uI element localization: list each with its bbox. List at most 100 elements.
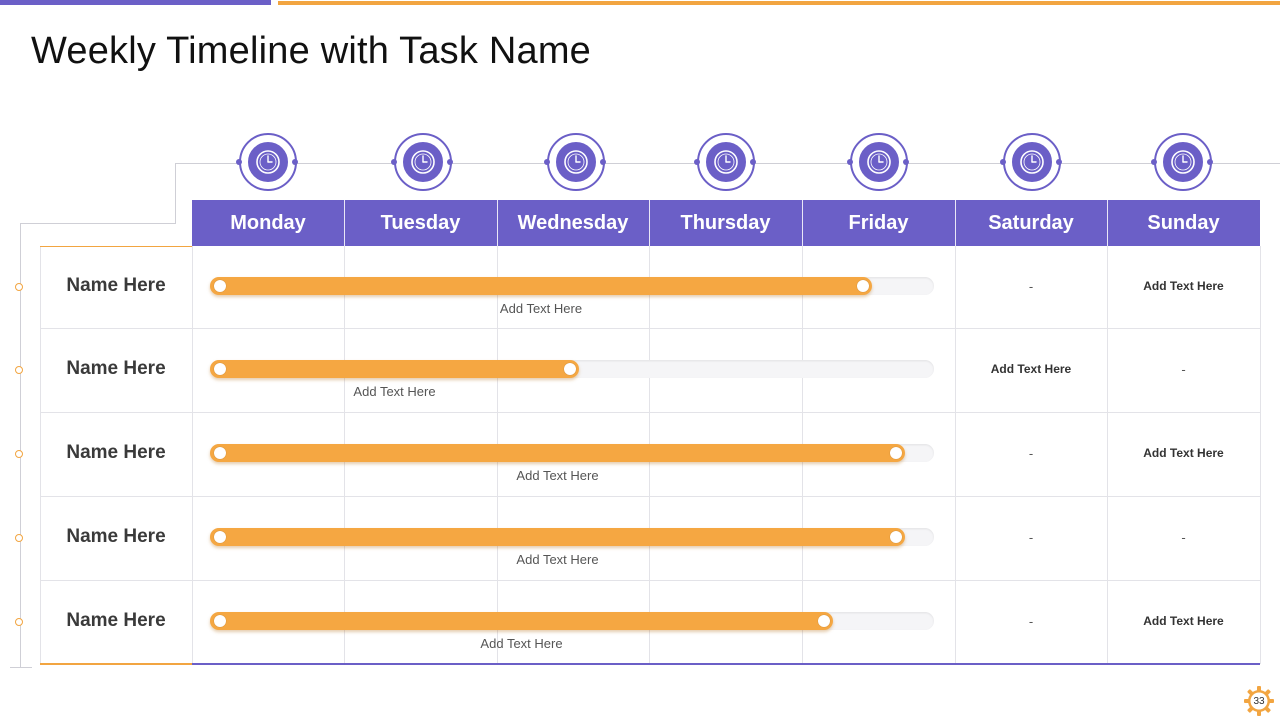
progress-end-knob[interactable]: [890, 531, 902, 543]
connector-dot: [847, 159, 853, 165]
progress-fill: [210, 612, 833, 630]
day-header-saturday: Saturday: [988, 211, 1074, 234]
connector-dot: [600, 159, 606, 165]
connector-dot: [292, 159, 298, 165]
progress-start-knob[interactable]: [214, 363, 226, 375]
sunday-cell-text: Add Text Here: [1143, 446, 1224, 460]
row-divider: [40, 496, 1260, 497]
clock-icon: [1151, 133, 1213, 191]
timeline-connector-foot: [10, 667, 32, 668]
task-bar-label: Add Text Here: [480, 636, 563, 651]
saturday-cell-text: -: [1028, 446, 1034, 461]
row-marker-dot: [15, 534, 23, 542]
day-header-monday: Monday: [230, 211, 306, 234]
clock-icon: [694, 133, 756, 191]
column-divider: [1107, 246, 1108, 664]
clock-icon: [1000, 133, 1062, 191]
task-name: Name Here: [66, 610, 166, 631]
row-divider: [40, 328, 1260, 329]
progress-end-knob[interactable]: [857, 280, 869, 292]
row-marker-dot: [15, 450, 23, 458]
progress-start-knob[interactable]: [214, 280, 226, 292]
column-divider: [40, 246, 41, 664]
top-accent-bar-orange: [278, 1, 1280, 5]
row-divider: [40, 412, 1260, 413]
top-accent-bar-purple: [0, 0, 271, 5]
gear-icon: [1244, 686, 1274, 716]
connector-dot: [447, 159, 453, 165]
task-name: Name Here: [66, 275, 166, 296]
sunday-cell-text: Add Text Here: [1143, 279, 1224, 293]
day-header-thursday: Thursday: [680, 211, 771, 234]
progress-track: [210, 444, 934, 462]
day-header-divider: [802, 200, 803, 246]
timeline-connector-mid: [20, 223, 176, 224]
clock-icon: [544, 133, 606, 191]
column-divider: [955, 246, 956, 664]
day-header-divider: [344, 200, 345, 246]
progress-track: [210, 528, 934, 546]
table-bottom-border: [192, 663, 1260, 665]
connector-dot: [391, 159, 397, 165]
day-header-sunday: Sunday: [1147, 211, 1220, 234]
timeline-connector-side: [20, 223, 21, 667]
progress-fill: [210, 528, 905, 546]
saturday-cell-text: -: [1028, 279, 1034, 294]
connector-dot: [750, 159, 756, 165]
task-bar-label: Add Text Here: [499, 301, 583, 316]
progress-end-knob[interactable]: [818, 615, 830, 627]
day-header-divider: [497, 200, 498, 246]
clock-icon-face: [858, 141, 900, 183]
clock-icon: [847, 133, 909, 191]
saturday-cell-text: Add Text Here: [990, 362, 1072, 376]
day-header-row: [192, 200, 1260, 246]
saturday-cell-text: -: [1028, 530, 1034, 545]
clock-icon-face: [247, 141, 289, 183]
sunday-cell-text: -: [1181, 530, 1186, 545]
progress-fill: [210, 444, 905, 462]
name-column-bottom-border: [40, 663, 192, 665]
clock-icon-face: [705, 141, 747, 183]
task-bar-label: Add Text Here: [516, 552, 599, 567]
saturday-cell-text: -: [1028, 614, 1034, 629]
task-name: Name Here: [66, 358, 166, 379]
progress-end-knob[interactable]: [564, 363, 576, 375]
progress-end-knob[interactable]: [890, 447, 902, 459]
task-bar-label: Add Text Here: [353, 384, 436, 399]
task-name: Name Here: [66, 526, 166, 547]
progress-start-knob[interactable]: [214, 447, 226, 459]
connector-dot: [903, 159, 909, 165]
clock-icon: [236, 133, 298, 191]
connector-dot: [544, 159, 550, 165]
day-header-divider: [955, 200, 956, 246]
page-title: Weekly Timeline with Task Name: [31, 30, 592, 72]
column-divider: [192, 246, 193, 664]
clock-icon-face: [402, 141, 444, 183]
progress-fill: [210, 277, 872, 295]
day-header-wednesday: Wednesday: [517, 211, 629, 234]
connector-dot: [1000, 159, 1006, 165]
row-marker-dot: [15, 366, 23, 374]
day-header-divider: [1107, 200, 1108, 246]
page-number: 33: [1253, 695, 1265, 707]
clock-icon: [391, 133, 453, 191]
connector-dot: [236, 159, 242, 165]
sunday-cell-text: Add Text Here: [1143, 614, 1224, 628]
connector-dot: [1151, 159, 1157, 165]
task-bar-label: Add Text Here: [516, 468, 599, 483]
clock-icon-face: [555, 141, 597, 183]
task-name: Name Here: [66, 442, 166, 463]
clock-icon-face: [1011, 141, 1053, 183]
name-column-top-border: [40, 246, 192, 247]
connector-dot: [1056, 159, 1062, 165]
timeline-connector-step: [175, 163, 176, 223]
progress-start-knob[interactable]: [214, 615, 226, 627]
connector-dot: [1207, 159, 1213, 165]
sunday-cell-text: -: [1181, 362, 1186, 377]
progress-track: [210, 360, 934, 378]
column-divider: [1260, 246, 1261, 664]
progress-track: [210, 612, 934, 630]
progress-start-knob[interactable]: [214, 531, 226, 543]
day-header-friday: Friday: [848, 211, 909, 234]
row-divider: [40, 580, 1260, 581]
